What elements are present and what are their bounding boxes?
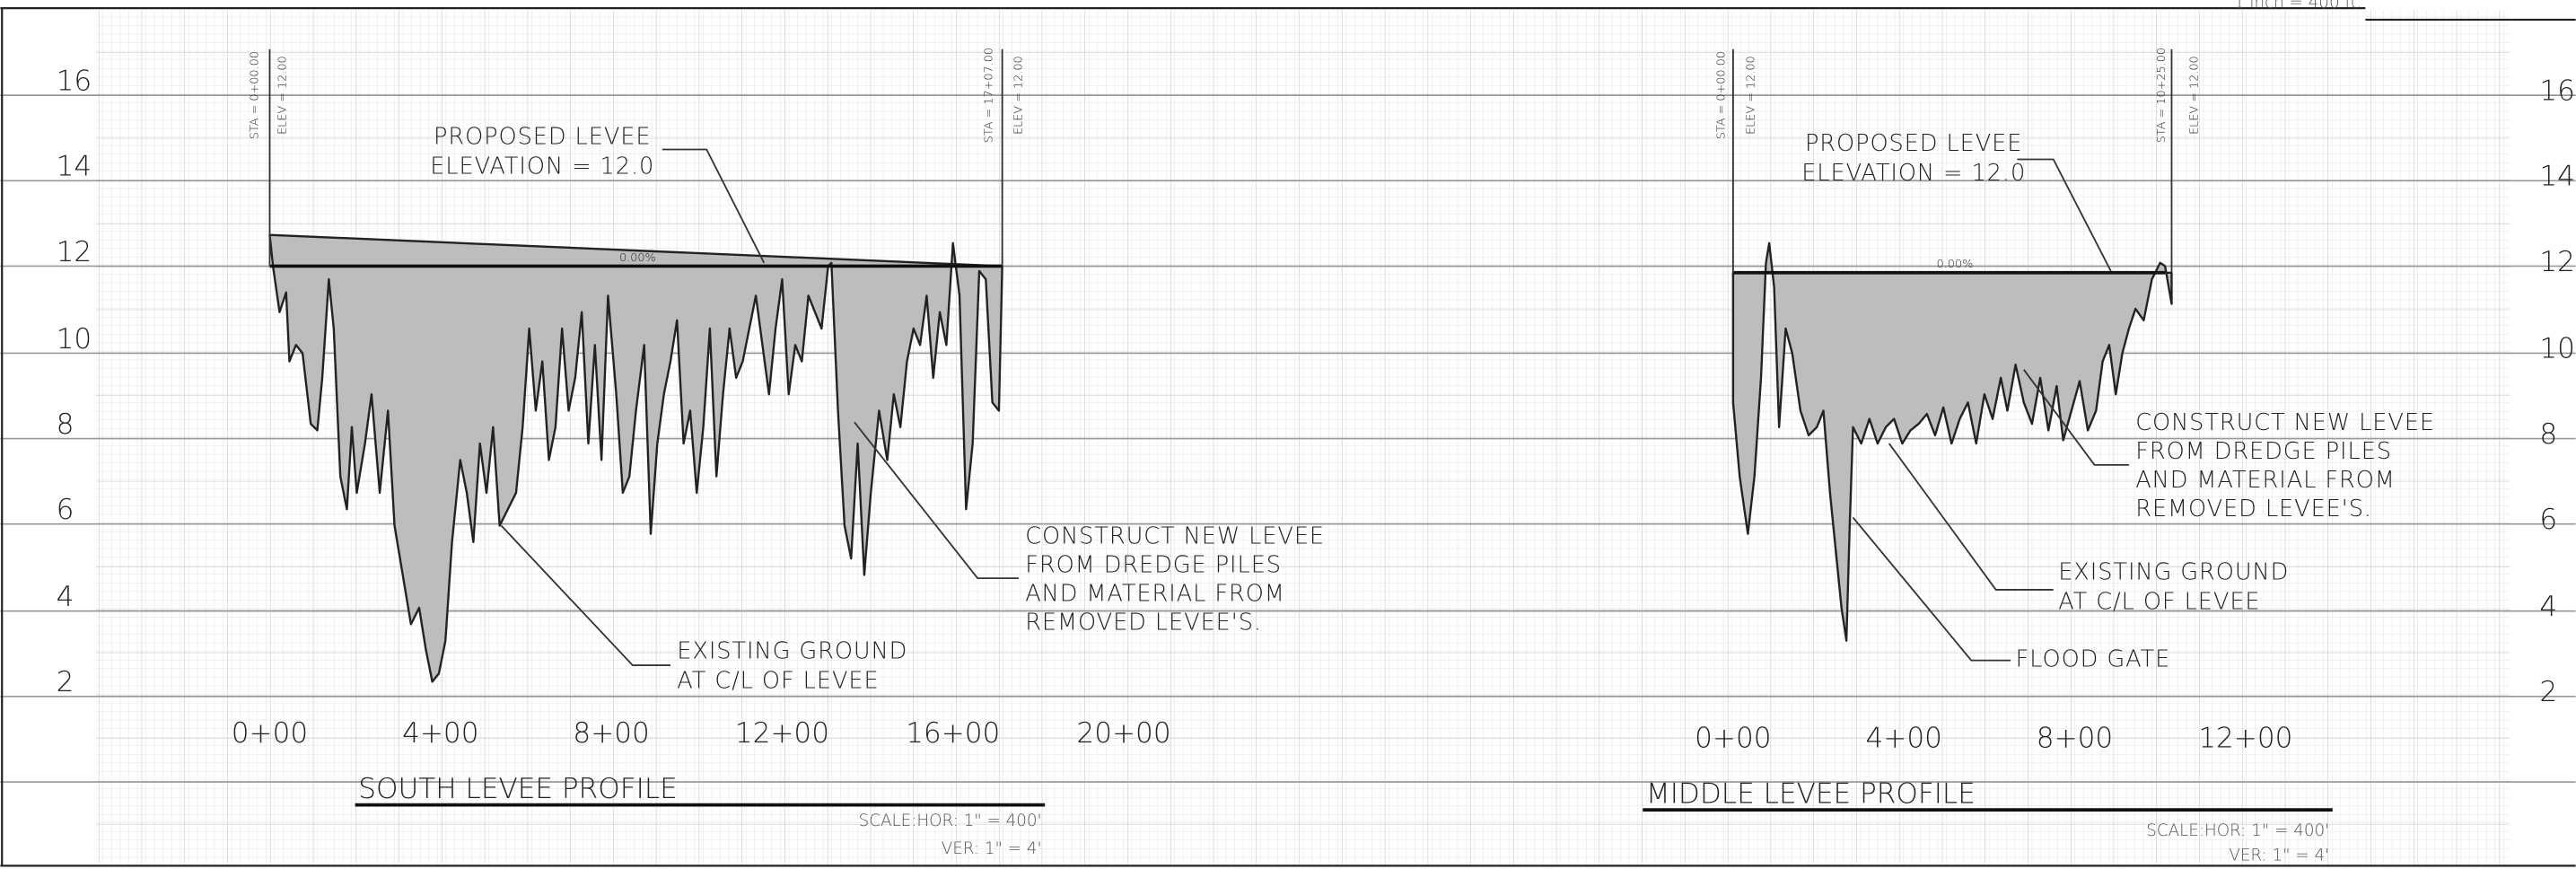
elevation-label: 6 bbox=[57, 494, 74, 526]
station-label: 8+00 bbox=[573, 717, 649, 750]
elevation-label: 2 bbox=[57, 666, 74, 698]
elevation-label: 2 bbox=[2539, 676, 2557, 708]
proposed-note: ELEVATION = 12.0 bbox=[1801, 160, 2026, 187]
corner-note: 1 inch = 400 ft. bbox=[2234, 0, 2361, 13]
station-annotation: STA = 10+25.00 bbox=[2155, 48, 2169, 143]
elevation-label: 10 bbox=[2539, 333, 2575, 365]
elevation-label: 4 bbox=[2539, 591, 2557, 623]
scale-note: SCALE:HOR: 1" = 400' bbox=[859, 812, 1042, 830]
elevation-label: 4 bbox=[57, 581, 74, 613]
scale-note: VER: 1" = 4' bbox=[942, 839, 1042, 858]
proposed-note: PROPOSED LEVEE bbox=[1805, 130, 2022, 157]
leaders bbox=[500, 148, 2129, 667]
ground-note: EXISTING GROUND bbox=[2058, 559, 2289, 586]
elevation-annotation: ELEV = 12.00 bbox=[276, 56, 290, 135]
station-label: 4+00 bbox=[402, 717, 478, 750]
construct-note: CONSTRUCT NEW LEVEE bbox=[2135, 409, 2435, 436]
elevation-label: 6 bbox=[2539, 504, 2557, 536]
construct-note: FROM DREDGE PILES bbox=[2135, 438, 2392, 465]
station-label: 20+00 bbox=[1076, 717, 1170, 750]
station-label: 4+00 bbox=[1865, 722, 1941, 754]
elevation-annotation: ELEV = 12.00 bbox=[2188, 56, 2202, 135]
station-label: 8+00 bbox=[2037, 722, 2113, 754]
flood-gate-note: FLOOD GATE bbox=[2016, 646, 2171, 673]
grade-label: 0.00% bbox=[1937, 258, 1974, 271]
station-annotation: STA = 0+00.00 bbox=[1715, 51, 1729, 139]
station-label: 0+00 bbox=[1695, 722, 1771, 754]
elevation-label: 14 bbox=[57, 151, 92, 183]
elevation-annotation: ELEV = 12.00 bbox=[1745, 56, 1758, 135]
ground-note: EXISTING GROUND bbox=[677, 637, 907, 664]
grade-label: 0.00% bbox=[619, 251, 656, 265]
scale-note: SCALE:HOR: 1" = 400' bbox=[2146, 821, 2329, 840]
station-label: 12+00 bbox=[735, 717, 829, 750]
construct-note: REMOVED LEVEE'S. bbox=[1025, 609, 1262, 636]
elevation-label: 8 bbox=[57, 408, 74, 441]
elevation-label: 12 bbox=[57, 236, 92, 268]
elevation-label: 10 bbox=[57, 323, 92, 356]
station-annotation: STA = 17+07.00 bbox=[982, 48, 995, 143]
proposed-note: PROPOSED LEVEE bbox=[434, 124, 651, 151]
elevation-label: 8 bbox=[2539, 418, 2557, 451]
elevation-label: 16 bbox=[2539, 75, 2575, 107]
scale-note: VER: 1" = 4' bbox=[2229, 846, 2329, 865]
proposed-note: ELEVATION = 12.0 bbox=[430, 154, 654, 180]
elevation-label: 16 bbox=[57, 65, 92, 97]
station-label: 16+00 bbox=[906, 717, 1000, 750]
middle-fill bbox=[1731, 241, 2173, 642]
profile-title: MIDDLE LEVEE PROFILE bbox=[1646, 778, 1976, 811]
construct-note: REMOVED LEVEE'S. bbox=[2135, 496, 2372, 522]
construct-note: FROM DREDGE PILES bbox=[1025, 551, 1282, 578]
frame bbox=[0, 7, 2576, 867]
elevation-label: 12 bbox=[2539, 246, 2575, 278]
construct-note: AND MATERIAL FROM bbox=[1025, 580, 1285, 607]
ground-note: AT C/L OF LEVEE bbox=[677, 667, 879, 694]
station-label: 12+00 bbox=[2198, 722, 2292, 754]
ground-note: AT C/L OF LEVEE bbox=[2058, 589, 2260, 616]
station-label: 0+00 bbox=[232, 717, 308, 750]
station-annotation: STA = 0+00.00 bbox=[249, 51, 262, 139]
elevation-label: 14 bbox=[2539, 161, 2575, 193]
elevation-annotation: ELEV = 12.00 bbox=[1012, 56, 1025, 135]
south-fill bbox=[268, 233, 1003, 683]
construct-note: CONSTRUCT NEW LEVEE bbox=[1025, 522, 1325, 549]
construct-note: AND MATERIAL FROM bbox=[2135, 467, 2396, 494]
profile-title: SOUTH LEVEE PROFILE bbox=[358, 773, 677, 805]
